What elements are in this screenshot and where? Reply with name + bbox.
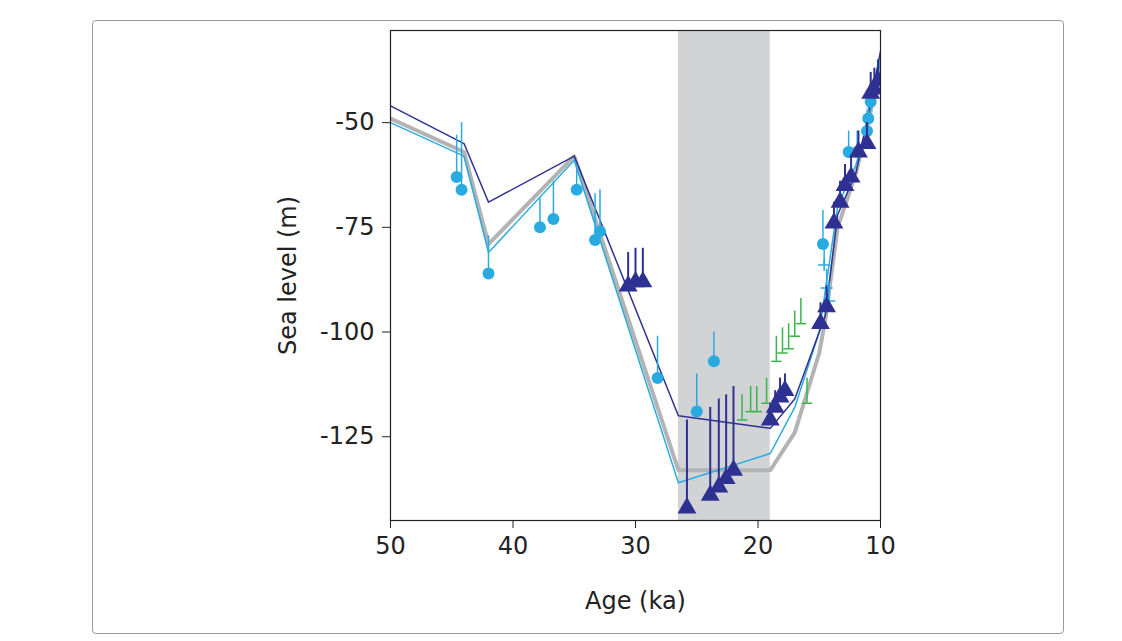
svg-text:-75: -75 bbox=[335, 213, 374, 241]
svg-text:40: 40 bbox=[498, 532, 529, 560]
svg-text:10: 10 bbox=[865, 532, 896, 560]
svg-text:30: 30 bbox=[620, 532, 651, 560]
svg-text:-125: -125 bbox=[320, 422, 374, 450]
svg-text:20: 20 bbox=[743, 532, 774, 560]
svg-text:Sea level (m): Sea level (m) bbox=[274, 196, 302, 355]
svg-text:50: 50 bbox=[375, 532, 406, 560]
svg-text:-100: -100 bbox=[320, 318, 374, 346]
svg-text:-50: -50 bbox=[335, 108, 374, 136]
svg-text:Age (ka): Age (ka) bbox=[585, 587, 686, 615]
